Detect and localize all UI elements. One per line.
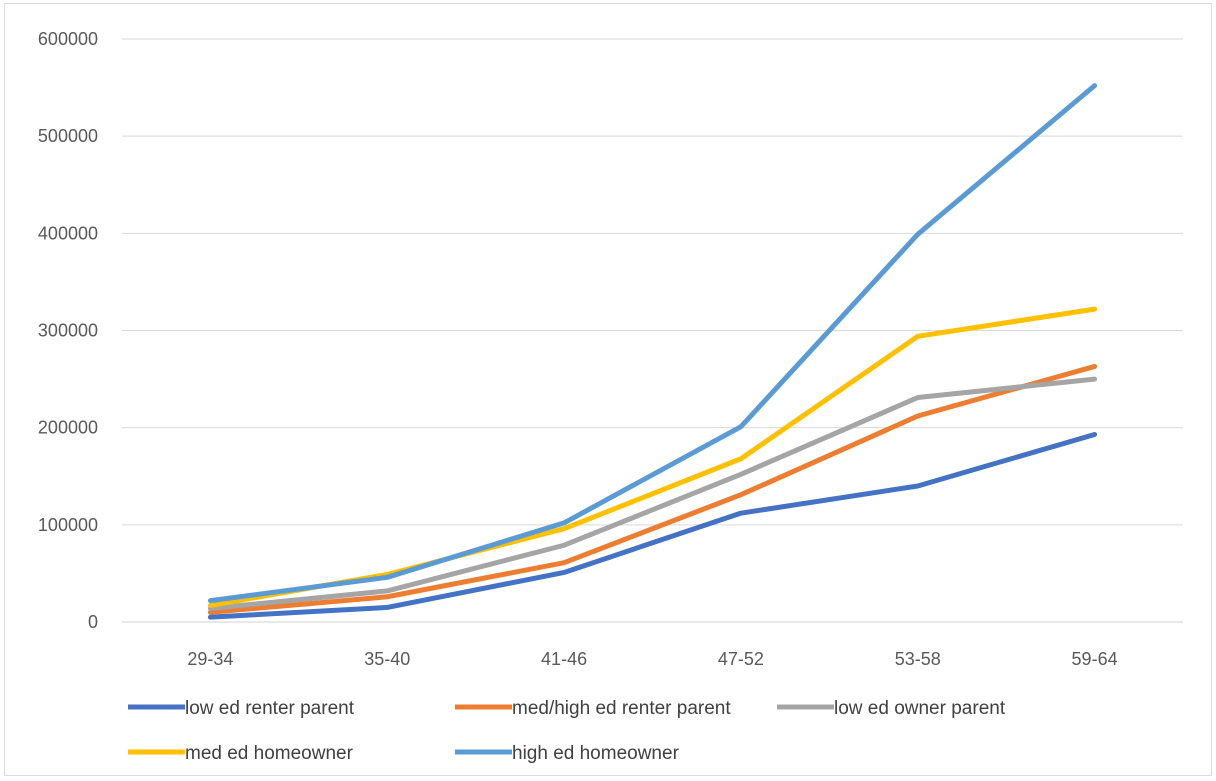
legend: low ed renter parent med/high ed renter p… — [128, 698, 1006, 764]
y-tick-label-1: 100000 — [38, 515, 98, 535]
series-lines — [207, 83, 1098, 620]
x-tick-label-0: 29-34 — [187, 649, 233, 669]
legend-label-0: low ed renter parent — [185, 698, 355, 719]
y-tick-labels: 0 100000 200000 300000 400000 500000 600000 — [38, 29, 98, 632]
y-tick-label-3: 300000 — [38, 321, 98, 341]
x-tick-label-5: 59-64 — [1072, 649, 1118, 669]
y-tick-label-4: 400000 — [38, 223, 98, 243]
legend-label-1: med/high ed renter parent — [512, 698, 731, 719]
y-tick-label-2: 200000 — [38, 418, 98, 438]
series-line-3 — [207, 306, 1098, 608]
x-tick-label-1: 35-40 — [364, 649, 410, 669]
gridlines — [122, 38, 1183, 526]
x-tick-labels: 29-34 35-40 41-46 47-52 53-58 59-64 — [187, 649, 1117, 669]
y-tick-label-5: 500000 — [38, 126, 98, 146]
x-tick-label-4: 53-58 — [895, 649, 941, 669]
legend-label-3: med ed homeowner — [185, 743, 354, 764]
series-line-4 — [207, 83, 1098, 604]
legend-label-4: high ed homeowner — [512, 743, 680, 764]
series-line-2 — [207, 376, 1098, 611]
y-tick-label-6: 600000 — [38, 29, 98, 49]
x-tick-label-2: 41-46 — [541, 649, 587, 669]
x-tick-label-3: 47-52 — [718, 649, 764, 669]
series-line-0 — [207, 431, 1098, 620]
y-tick-label-0: 0 — [88, 612, 98, 632]
series-line-1 — [207, 363, 1098, 615]
legend-label-2: low ed owner parent — [834, 698, 1006, 719]
